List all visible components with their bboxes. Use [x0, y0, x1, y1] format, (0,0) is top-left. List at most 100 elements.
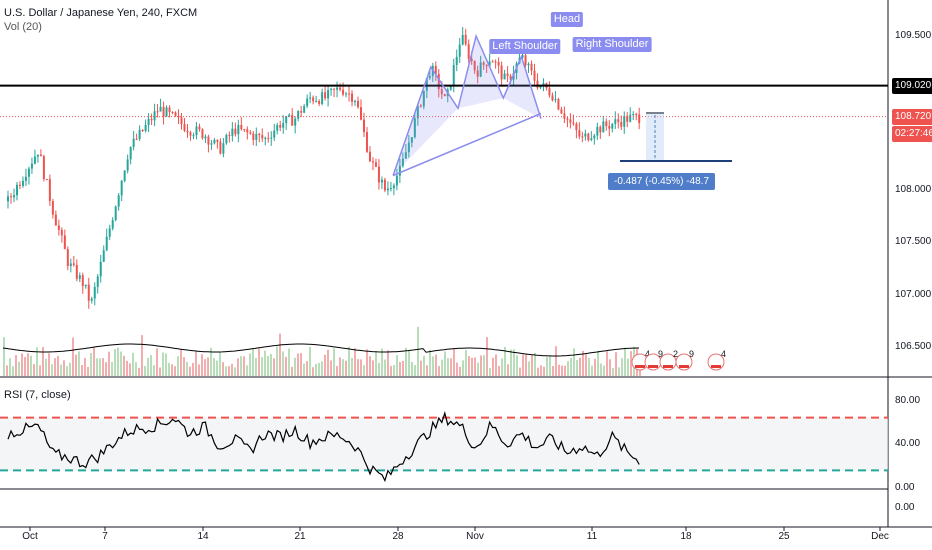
- candle-body: [171, 112, 174, 114]
- symbol-title[interactable]: U.S. Dollar / Japanese Yen, 240, FXCM: [4, 7, 198, 19]
- candle-body: [129, 147, 132, 160]
- candle-body: [542, 83, 545, 86]
- candle-body: [428, 76, 431, 79]
- candle-body: [392, 185, 395, 189]
- candle-body: [422, 90, 425, 107]
- right-shoulder-label[interactable]: Right Shoulder: [572, 37, 652, 52]
- candle-body: [506, 73, 509, 76]
- left-shoulder-label[interactable]: Left Shoulder: [489, 39, 561, 54]
- volume-bar: [285, 356, 287, 376]
- candle-body: [246, 129, 249, 133]
- volume-bar: [498, 366, 500, 376]
- resistance-price-tag: 109.020: [892, 78, 932, 94]
- volume-bar: [501, 358, 503, 376]
- volume-bar: [33, 364, 35, 376]
- candle-body: [288, 114, 291, 117]
- candle-body: [192, 135, 195, 137]
- volume-bar: [354, 348, 356, 376]
- volume-bar: [480, 355, 482, 376]
- volume-bar: [294, 357, 296, 376]
- candle-body: [36, 154, 39, 157]
- candle-body: [383, 179, 386, 191]
- volume-bar: [495, 354, 497, 376]
- candle-body: [464, 34, 467, 45]
- volume-bar: [249, 353, 251, 376]
- volume-bar: [438, 366, 440, 376]
- event-flag-stripe: [679, 365, 689, 368]
- volume-bar: [177, 356, 179, 376]
- candle-body: [351, 93, 354, 102]
- event-flag-stripe: [648, 365, 658, 368]
- volume-bar: [336, 366, 338, 376]
- volume-bar: [366, 349, 368, 376]
- volume-bar: [543, 366, 545, 376]
- candle-body: [120, 180, 123, 196]
- volume-bar: [237, 358, 239, 376]
- volume-bar: [423, 355, 425, 376]
- candle-body: [252, 133, 255, 140]
- volume-bar: [522, 354, 524, 376]
- candle-body: [575, 123, 578, 131]
- volume-bar: [324, 354, 326, 376]
- volume-bar: [192, 362, 194, 376]
- volume-bar: [537, 367, 539, 376]
- volume-bar: [573, 348, 575, 376]
- candle-body: [398, 165, 401, 176]
- candle-body: [27, 168, 30, 177]
- head-label[interactable]: Head: [550, 12, 584, 27]
- candle-body: [348, 93, 351, 95]
- volume-indicator-label[interactable]: Vol (20): [4, 21, 42, 33]
- candle-body: [189, 132, 192, 136]
- neckline: [392, 112, 542, 177]
- volume-bar: [375, 351, 377, 376]
- x-tick: 18: [680, 531, 692, 542]
- candle-body: [587, 133, 590, 141]
- volume-bar: [594, 358, 596, 376]
- volume-bar: [135, 362, 137, 376]
- volume-bar: [555, 346, 557, 376]
- volume-bar: [75, 354, 77, 376]
- candle-body: [237, 124, 240, 135]
- price-tick: 108.000: [895, 184, 932, 195]
- right-shoulder-fill: [503, 56, 542, 119]
- volume-bar: [210, 347, 212, 376]
- volume-bar: [6, 365, 8, 376]
- volume-bar: [81, 365, 83, 376]
- measure-tooltip[interactable]: -0.487 (-0.45%) -48.7: [608, 173, 716, 190]
- candle-body: [96, 276, 99, 287]
- volume-bar: [378, 362, 380, 376]
- candle-body: [39, 154, 42, 157]
- rsi-indicator-label[interactable]: RSI (7, close): [4, 389, 71, 401]
- candle-body: [255, 133, 258, 140]
- candle-body: [336, 87, 339, 90]
- candle-body: [231, 128, 234, 136]
- candle-body: [249, 132, 252, 134]
- volume-bar: [63, 360, 65, 376]
- rsi-line: [7, 411, 640, 483]
- candle-body: [57, 225, 60, 230]
- x-tick: 21: [294, 531, 306, 542]
- volume-bar: [384, 359, 386, 376]
- volume-bar: [339, 357, 341, 376]
- volume-bar: [309, 346, 311, 376]
- volume-bar: [102, 358, 104, 376]
- volume-bar: [333, 348, 335, 376]
- candle-body: [473, 60, 476, 71]
- volume-bar: [432, 356, 434, 376]
- volume-bar: [252, 348, 254, 376]
- candle-body: [54, 214, 57, 226]
- volume-bar: [126, 360, 128, 376]
- candle-body: [33, 156, 36, 164]
- head-shoulders-outline: [392, 33, 542, 176]
- candle-body: [30, 163, 33, 169]
- rsi-tick: 0.00: [895, 482, 915, 493]
- volume-bar: [198, 364, 200, 376]
- candle-body: [443, 94, 446, 97]
- x-tick: 28: [392, 531, 404, 542]
- candle-body: [228, 134, 231, 136]
- candle-body: [524, 55, 527, 66]
- candle-body: [165, 107, 168, 117]
- candle-body: [60, 229, 63, 236]
- candle-body: [42, 156, 45, 180]
